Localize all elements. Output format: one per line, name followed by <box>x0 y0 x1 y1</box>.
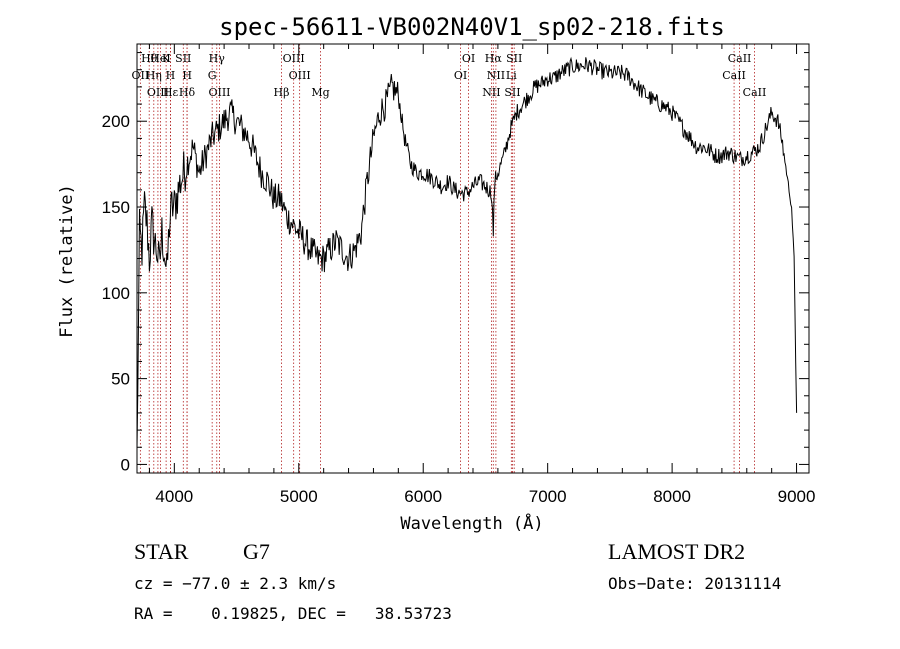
x-tick-label: 7000 <box>529 487 567 506</box>
emission-line-label: Hα <box>485 52 503 65</box>
redshift-velocity: cz = −77.0 ± 2.3 km/s <box>134 574 337 593</box>
x-tick-label: 5000 <box>280 487 318 506</box>
plot-frame <box>136 43 810 474</box>
emission-line-label: Hγ <box>209 52 226 65</box>
x-tick-label: 8000 <box>653 487 691 506</box>
object-subclass: G7 <box>243 539 270 564</box>
x-ticks: 4000 5000 6000 7000 8000 9000 <box>148 44 816 506</box>
object-class: STAR <box>134 539 189 564</box>
emission-line-label: SII <box>504 86 520 99</box>
emission-line-label: Hη <box>146 69 162 82</box>
chart-title: spec-56611-VB002N40V1_sp02-218.fits <box>219 13 725 41</box>
coordinates: RA = 0.19825, DEC = 38.53723 <box>134 604 452 623</box>
x-tick-label: 4000 <box>155 487 193 506</box>
emission-line-label: OIII <box>283 52 305 65</box>
emission-line-label: OIII <box>208 86 230 99</box>
y-tick-label: 50 <box>111 370 130 389</box>
y-tick-label: 200 <box>102 112 130 131</box>
emission-line-label: Hε <box>163 86 179 99</box>
emission-line-label: CaII <box>728 52 752 65</box>
emission-line-label: OIII <box>147 86 169 99</box>
x-axis-label: Wavelength (Å) <box>400 512 543 534</box>
spectrum-layer <box>136 56 798 449</box>
emission-line-label: CaII <box>743 86 767 99</box>
emission-line-label: SII <box>506 52 522 65</box>
x-tick-label: 6000 <box>404 487 442 506</box>
emission-line-label: OIII <box>289 69 311 82</box>
y-tick-label: 150 <box>102 198 130 217</box>
emission-line-label: OI <box>462 52 475 65</box>
emission-line-label: NII <box>482 86 500 99</box>
spectrum-line <box>136 56 798 449</box>
emission-line-label: G <box>208 69 217 82</box>
survey-name: LAMOST DR2 <box>608 539 746 564</box>
emission-line-label: SII <box>175 52 191 65</box>
observation-date: Obs−Date: 20131114 <box>608 574 782 593</box>
emission-line-label: Hβ <box>274 86 290 99</box>
emission-lines-layer <box>139 44 755 473</box>
emission-line-label: OI <box>454 69 467 82</box>
emission-line-label: CaII <box>722 69 746 82</box>
y-ticks: 0 50 100 150 200 <box>102 52 809 474</box>
emission-line-label: K <box>162 52 171 65</box>
emission-line-label: Mg <box>311 86 329 99</box>
y-tick-label: 0 <box>121 455 130 474</box>
emission-line-label: OII <box>132 69 150 82</box>
emission-labels-layer: HθOIIOIIIKHHεHeIHηHδSIIHOIIIHγGHβOIIIOII… <box>132 52 767 99</box>
emission-line-label: HeI <box>150 52 170 65</box>
x-tick-label: 9000 <box>778 487 816 506</box>
emission-line-label: Hδ <box>179 86 196 99</box>
y-axis-label: Flux (relative) <box>57 184 77 338</box>
emission-line-label: Hθ <box>141 52 158 65</box>
emission-line-label: Li <box>506 69 517 82</box>
emission-line-label: H <box>182 69 192 82</box>
emission-line-label: NII <box>487 69 505 82</box>
y-tick-label: 100 <box>102 284 130 303</box>
emission-line-label: H <box>166 69 176 82</box>
